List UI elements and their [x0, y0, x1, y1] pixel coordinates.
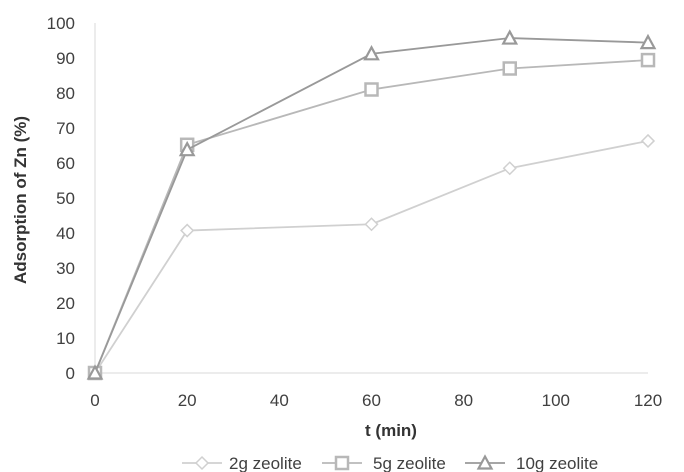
- legend-label: 5g zeolite: [373, 454, 446, 472]
- series-line: [94, 140, 649, 374]
- x-tick-label: 40: [270, 391, 289, 410]
- legend-label: 10g zeolite: [516, 454, 598, 472]
- x-tick-label: 120: [634, 391, 662, 410]
- data-point-marker: [180, 223, 195, 238]
- legend-item: 10g zeolite: [465, 454, 598, 472]
- y-tick-label: 90: [56, 49, 75, 68]
- y-tick-label: 0: [66, 364, 75, 383]
- legend-label: 2g zeolite: [229, 454, 302, 472]
- x-tick-label: 80: [454, 391, 473, 410]
- y-tick-label: 40: [56, 224, 75, 243]
- y-tick-label: 10: [56, 329, 75, 348]
- y-tick-label: 100: [47, 14, 75, 33]
- series-3: [86, 29, 657, 380]
- y-axis-title: Adsorption of Zn (%): [11, 116, 30, 284]
- y-tick-label: 20: [56, 294, 75, 313]
- data-point-marker: [364, 217, 379, 232]
- y-tick-label: 50: [56, 189, 75, 208]
- x-tick-label: 20: [178, 391, 197, 410]
- data-point-marker: [364, 82, 379, 97]
- legend: 2g zeolite 5g zeolite 10g zeolite: [182, 454, 598, 472]
- series-2: [87, 52, 656, 381]
- data-point-marker: [501, 29, 519, 45]
- y-tick-label: 70: [56, 119, 75, 138]
- legend-item: 2g zeolite: [182, 454, 302, 472]
- legend-marker-swatch: [476, 454, 494, 470]
- axes: 0 10 20 30 40 50 60 70 80 90 100 0 20 40 60 80 100 120: [47, 14, 663, 410]
- legend-marker-swatch: [194, 455, 210, 471]
- data-point-marker: [178, 140, 196, 157]
- series-layer: [86, 29, 657, 381]
- data-point-marker: [640, 52, 656, 68]
- series-line: [94, 59, 649, 374]
- y-tick-label: 60: [56, 154, 75, 173]
- data-point-marker: [86, 364, 104, 380]
- y-tick-label: 30: [56, 259, 75, 278]
- data-point-marker: [639, 33, 657, 50]
- data-point-marker: [502, 61, 517, 76]
- data-point-marker: [363, 44, 380, 61]
- data-point-marker: [502, 161, 517, 176]
- series-1: [87, 133, 656, 381]
- data-point-marker: [640, 133, 656, 149]
- x-tick-label: 60: [362, 391, 381, 410]
- legend-marker-swatch: [334, 455, 350, 471]
- y-tick-label: 80: [56, 84, 75, 103]
- legend-item: 5g zeolite: [322, 454, 446, 472]
- x-tick-label: 100: [542, 391, 570, 410]
- x-tick-label: 0: [90, 391, 99, 410]
- x-axis-title: t (min): [365, 421, 417, 440]
